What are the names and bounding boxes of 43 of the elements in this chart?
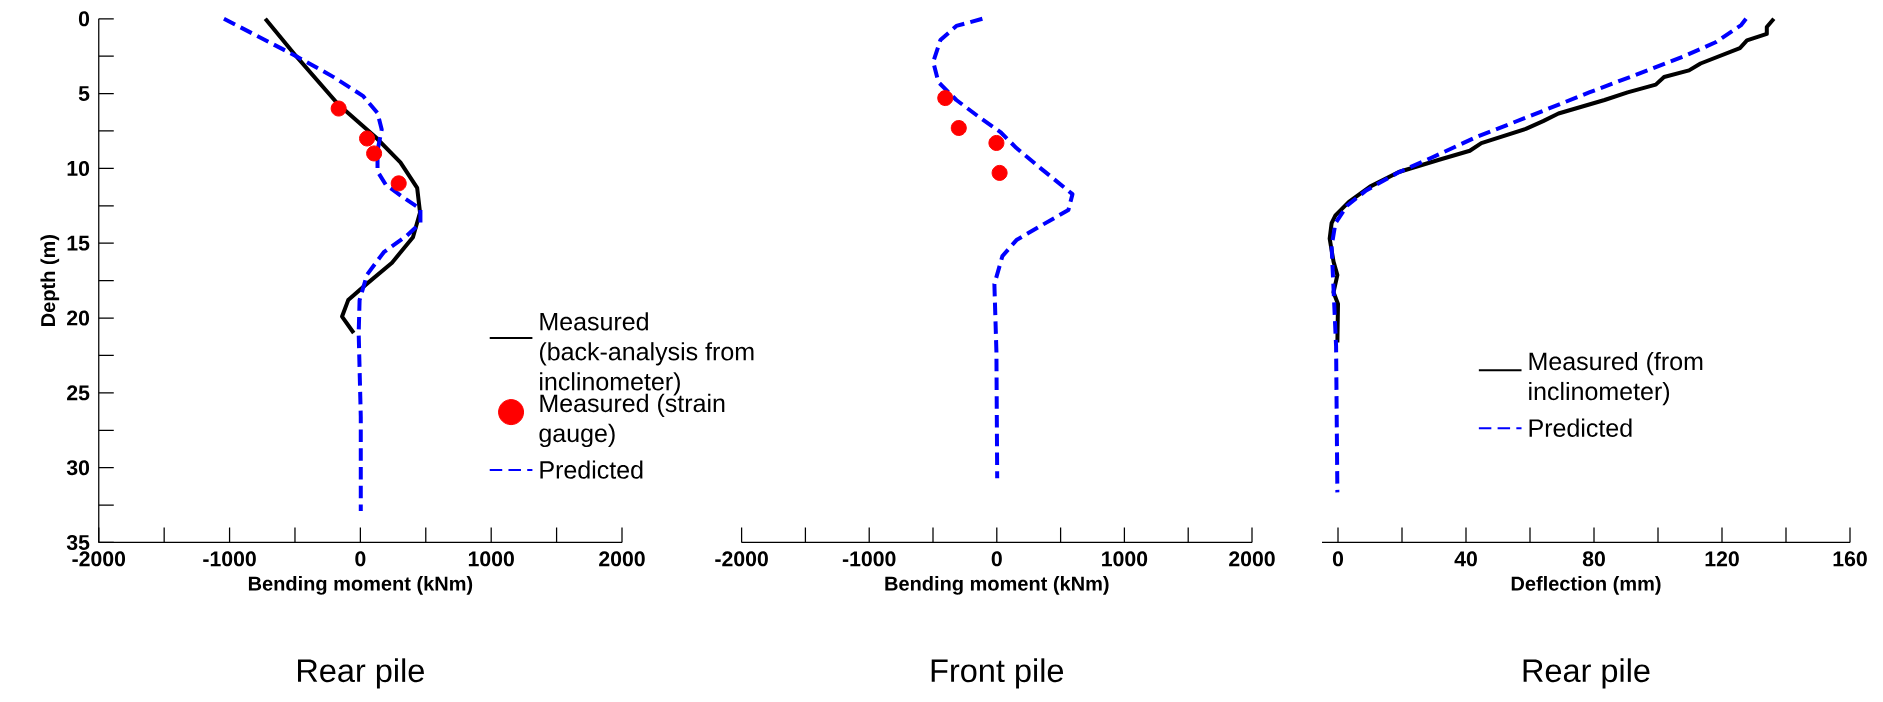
point xyxy=(950,120,967,136)
point xyxy=(991,164,1008,181)
legend-label: Predicted xyxy=(540,460,643,479)
x-tick-label: 160 xyxy=(1833,551,1867,567)
x-tick-label: 0 xyxy=(991,551,1002,567)
y-tick-label: 25 xyxy=(67,385,90,401)
y-tick-label: 0 xyxy=(78,11,90,27)
x-tick-label: 80 xyxy=(1582,551,1605,567)
line-series xyxy=(221,16,423,514)
x-tick-label: 1000 xyxy=(1102,551,1148,567)
line-series xyxy=(263,16,423,335)
y-axis-title: Depth (m) xyxy=(40,235,60,326)
y-tick-label: 20 xyxy=(67,310,90,326)
text: Rear pile xyxy=(298,658,424,689)
y-tick-label: 35 xyxy=(66,534,90,551)
x-tick-label: 1000 xyxy=(468,551,514,567)
x-tick-label: -2000 xyxy=(715,551,768,567)
x-tick-label: -1000 xyxy=(842,551,896,567)
legend-label: Predicted xyxy=(1529,418,1632,437)
x-tick-label: 0 xyxy=(355,551,366,567)
x-axis-title: Bending moment (kNm) xyxy=(248,576,473,595)
point xyxy=(390,175,407,192)
y-tick-label: 15 xyxy=(67,235,90,251)
point xyxy=(366,145,383,162)
x-tick-label: 120 xyxy=(1705,551,1739,567)
point xyxy=(937,90,954,107)
x-tick-label: -1000 xyxy=(203,551,256,567)
x-axis-title: Bending moment (kNm) xyxy=(885,576,1109,595)
y-tick-label: 5 xyxy=(78,86,90,101)
y-tick-label: 30 xyxy=(66,460,90,476)
x-axis-title: Deflection (mm) xyxy=(1511,576,1661,595)
point xyxy=(988,134,1005,151)
text: Rear pile xyxy=(1523,658,1650,689)
legend-label: Measured (from inclinometer) xyxy=(1529,351,1703,406)
x-tick-label: 0 xyxy=(1332,551,1344,567)
point xyxy=(359,130,376,147)
x-tick-label: -2000 xyxy=(72,551,126,567)
text: Front pile xyxy=(931,658,1064,689)
point xyxy=(330,100,347,117)
y-tick-label: 10 xyxy=(67,160,90,176)
x-tick-label: 2000 xyxy=(599,551,645,567)
x-tick-label: 2000 xyxy=(1229,551,1275,567)
x-tick-label: 40 xyxy=(1454,551,1477,567)
